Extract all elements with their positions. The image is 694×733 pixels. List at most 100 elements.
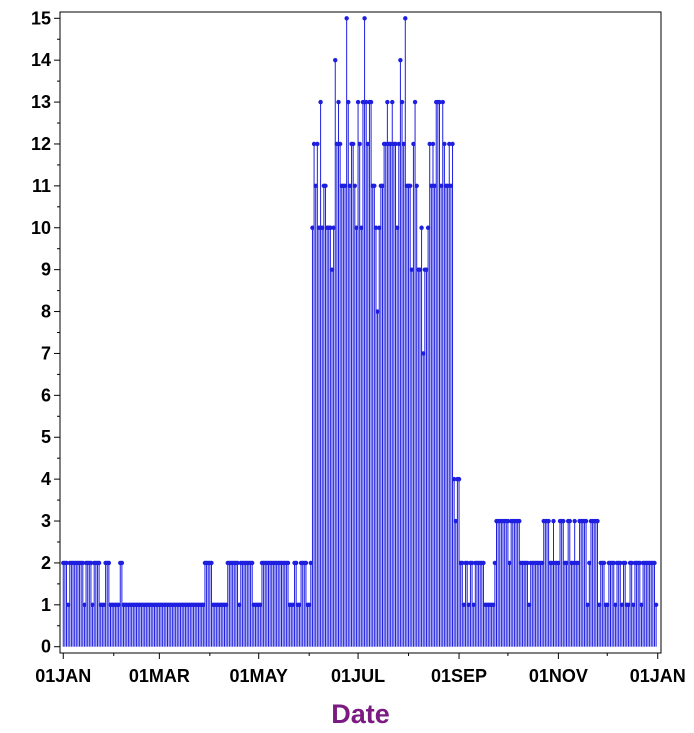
data-point xyxy=(377,225,382,230)
data-point xyxy=(583,518,589,524)
data-point xyxy=(333,57,338,63)
data-point xyxy=(306,602,312,608)
data-point xyxy=(380,183,385,189)
data-point xyxy=(456,476,462,482)
data-point xyxy=(90,602,95,608)
data-point xyxy=(347,183,353,189)
data-point xyxy=(320,225,325,230)
data-point xyxy=(373,225,379,230)
data-point xyxy=(236,602,242,608)
data-point xyxy=(429,183,434,189)
data-point xyxy=(334,141,340,147)
data-point xyxy=(80,560,86,566)
data-point xyxy=(316,225,322,230)
data-point xyxy=(285,560,291,566)
data-point xyxy=(88,560,94,566)
x-tick-label: 01MAY xyxy=(230,666,288,686)
data-point xyxy=(315,141,320,147)
data-point xyxy=(407,183,413,189)
data-point xyxy=(525,560,530,566)
x-tick-label: 01JAN xyxy=(630,666,686,686)
data-point xyxy=(451,476,457,482)
data-point xyxy=(390,99,395,105)
data-point xyxy=(567,518,572,524)
data-point xyxy=(362,16,367,21)
y-tick-label: 2 xyxy=(41,553,51,573)
y-tick-label: 15 xyxy=(31,8,51,28)
data-point xyxy=(209,560,214,566)
data-point xyxy=(409,267,415,272)
data-point xyxy=(372,183,377,189)
x-tick-label: 01JAN xyxy=(35,666,91,686)
data-point xyxy=(505,518,511,524)
y-tick-label: 6 xyxy=(41,385,51,405)
data-point xyxy=(611,560,616,566)
data-point xyxy=(585,602,590,608)
data-point xyxy=(471,602,476,608)
data-point xyxy=(308,560,314,566)
data-point xyxy=(323,183,328,189)
data-point xyxy=(629,560,634,566)
data-point xyxy=(421,351,426,356)
data-point xyxy=(119,560,125,566)
data-point xyxy=(572,518,577,524)
data-point xyxy=(417,267,423,272)
data-point xyxy=(96,560,102,566)
data-point xyxy=(450,141,455,147)
data-point xyxy=(414,183,419,189)
data-point xyxy=(507,560,512,566)
data-point xyxy=(355,99,361,105)
data-point xyxy=(258,602,263,608)
y-tick-label: 7 xyxy=(41,343,51,363)
data-point xyxy=(350,141,356,147)
data-point xyxy=(424,267,429,272)
data-point xyxy=(445,183,450,189)
data-point xyxy=(551,518,556,524)
data-point xyxy=(385,99,390,105)
data-point xyxy=(575,560,581,566)
data-point xyxy=(447,141,452,147)
data-point xyxy=(481,560,486,566)
data-point xyxy=(398,57,403,63)
data-point xyxy=(517,518,522,524)
data-point xyxy=(561,518,566,524)
data-point xyxy=(396,141,401,147)
data-point xyxy=(587,560,592,566)
data-point xyxy=(491,602,496,608)
needle-series xyxy=(61,16,659,647)
data-point xyxy=(106,560,112,566)
data-point xyxy=(311,141,317,147)
data-point xyxy=(626,602,631,608)
y-tick-label: 11 xyxy=(32,176,51,196)
data-point xyxy=(595,518,600,524)
data-point xyxy=(440,99,445,105)
data-point xyxy=(605,602,610,608)
data-point xyxy=(293,560,299,566)
data-point xyxy=(556,560,561,566)
x-tick-label: 01MAR xyxy=(129,666,190,686)
data-point xyxy=(613,602,618,608)
data-point xyxy=(460,560,465,566)
data-point xyxy=(437,99,442,105)
data-point xyxy=(235,560,240,566)
data-point xyxy=(469,560,475,566)
data-point xyxy=(329,267,335,272)
data-point xyxy=(596,602,602,608)
data-point xyxy=(297,602,302,608)
data-point xyxy=(622,560,628,566)
data-point xyxy=(637,560,643,566)
data-point xyxy=(466,602,472,608)
data-point xyxy=(82,602,87,608)
data-point xyxy=(526,602,532,608)
data-point xyxy=(364,99,369,105)
data-point xyxy=(427,141,432,147)
x-axis: 01JAN 01MAR 01MAY 01JUL 01SEP 01NOV 01JAN xyxy=(35,653,686,686)
data-point xyxy=(336,99,341,105)
data-point xyxy=(388,141,393,147)
data-point xyxy=(346,99,351,105)
data-point xyxy=(357,141,362,147)
data-point xyxy=(365,141,371,147)
